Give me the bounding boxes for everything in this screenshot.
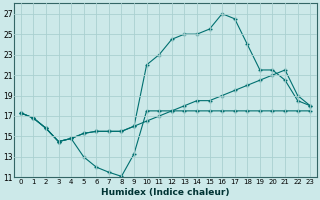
X-axis label: Humidex (Indice chaleur): Humidex (Indice chaleur) (101, 188, 230, 197)
